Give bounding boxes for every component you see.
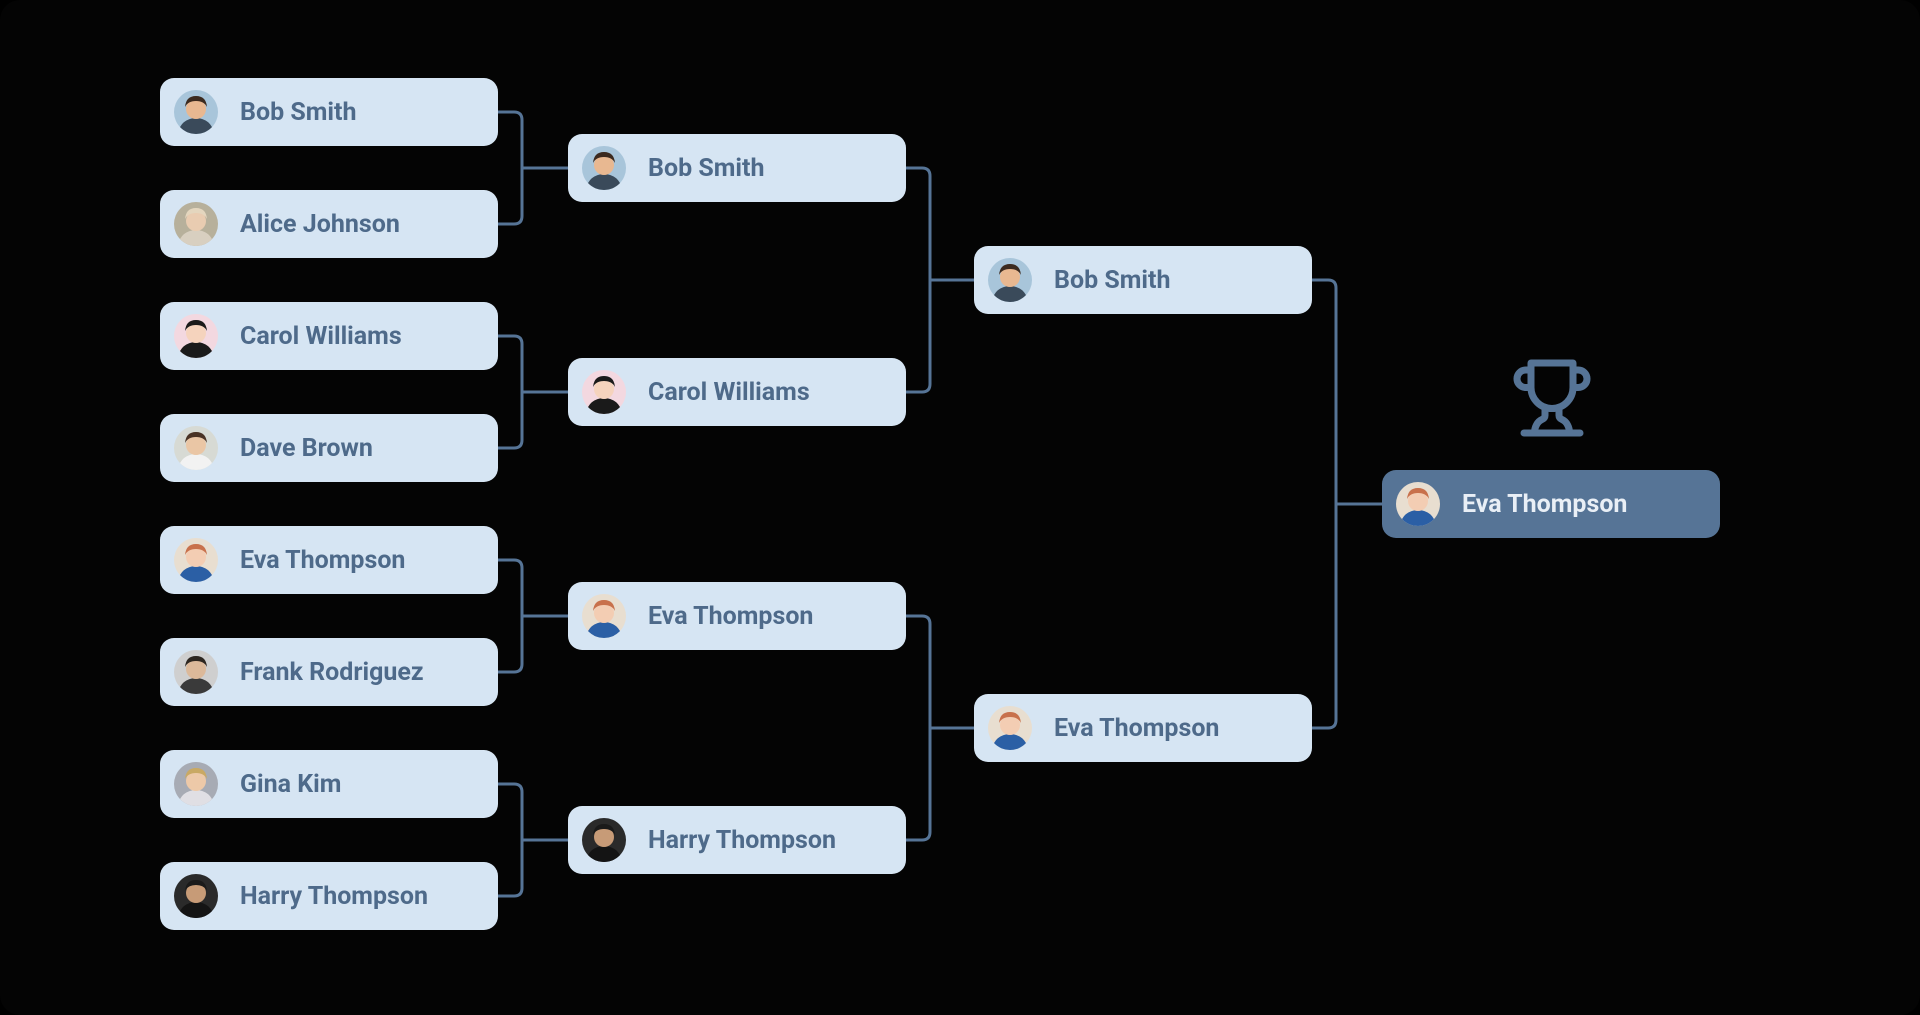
bracket-card[interactable]: Dave Brown [160,414,498,482]
participant-name: Bob Smith [1054,266,1170,295]
bracket-card[interactable]: Carol Williams [568,358,906,426]
participant-name: Eva Thompson [648,602,813,631]
bracket-card[interactable]: Alice Johnson [160,190,498,258]
participant-name: Gina Kim [240,770,341,799]
participant-name: Carol Williams [240,322,402,351]
participant-name: Carol Williams [648,378,810,407]
avatar [174,874,218,918]
avatar [988,706,1032,750]
participant-name: Dave Brown [240,434,373,463]
avatar [174,538,218,582]
bracket-card[interactable]: Frank Rodriguez [160,638,498,706]
trophy-icon [1510,356,1594,444]
participant-name: Bob Smith [648,154,764,183]
participant-name: Eva Thompson [1054,714,1219,743]
bracket-diagram: Bob Smith Alice Johnson Carol Williams D… [0,0,1920,1015]
avatar [582,594,626,638]
bracket-card[interactable]: Eva Thompson [1382,470,1720,538]
bracket-card[interactable]: Carol Williams [160,302,498,370]
bracket-card[interactable]: Bob Smith [160,78,498,146]
participant-name: Eva Thompson [1462,490,1627,519]
avatar [988,258,1032,302]
participant-name: Frank Rodriguez [240,658,424,687]
avatar [174,90,218,134]
participant-name: Bob Smith [240,98,356,127]
bracket-card[interactable]: Eva Thompson [568,582,906,650]
participant-name: Harry Thompson [648,826,836,855]
avatar [174,762,218,806]
avatar [174,314,218,358]
bracket-card[interactable]: Eva Thompson [974,694,1312,762]
avatar [582,370,626,414]
bracket-card[interactable]: Harry Thompson [160,862,498,930]
avatar [174,426,218,470]
bracket-card[interactable]: Bob Smith [974,246,1312,314]
bracket-card[interactable]: Gina Kim [160,750,498,818]
bracket-card[interactable]: Harry Thompson [568,806,906,874]
participant-name: Harry Thompson [240,882,428,911]
participant-name: Alice Johnson [240,210,400,239]
avatar [582,146,626,190]
avatar [1396,482,1440,526]
avatar [174,202,218,246]
bracket-card[interactable]: Bob Smith [568,134,906,202]
avatar [582,818,626,862]
participant-name: Eva Thompson [240,546,405,575]
bracket-card[interactable]: Eva Thompson [160,526,498,594]
avatar [174,650,218,694]
